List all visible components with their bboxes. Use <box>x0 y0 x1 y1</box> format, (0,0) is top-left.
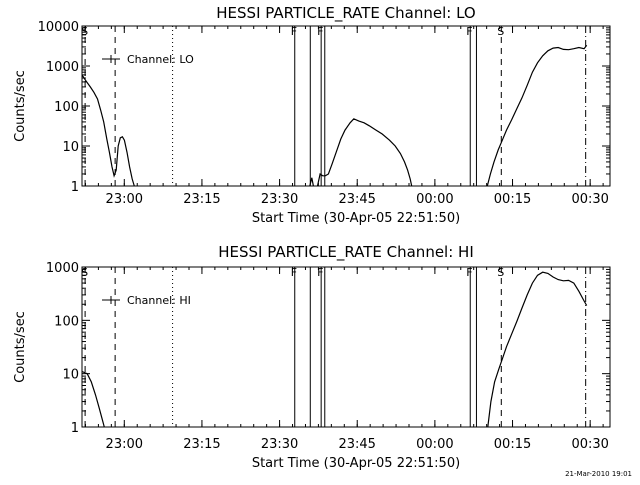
plot-frame <box>81 266 611 428</box>
event-marker-label: F <box>291 25 297 38</box>
event-marker-label: S <box>81 266 88 279</box>
chart-title: HESSI PARTICLE_RATE Channel: HI <box>218 243 474 262</box>
event-marker-label: S <box>497 266 504 279</box>
event-marker-label: S <box>497 25 504 38</box>
y-tick-label: 100 <box>54 314 79 329</box>
x-tick-label: 23:15 <box>183 437 220 452</box>
chart-panel-2: HESSI PARTICLE_RATE Channel: HI 1 10 100 100… <box>13 243 611 471</box>
chart-title: HESSI PARTICLE_RATE Channel: LO <box>216 4 475 23</box>
event-marker-label: S <box>81 25 88 38</box>
x-tick-label: 00:00 <box>416 437 453 452</box>
timestamp-footer: 21-Mar-2010 19:01 <box>565 470 632 478</box>
x-tick-label: 23:00 <box>106 437 143 452</box>
series-line-segment <box>81 370 105 428</box>
y-tick-label: 1000 <box>46 60 79 75</box>
event-marker-label: F <box>466 25 472 38</box>
y-tick-label: 10 <box>62 368 79 383</box>
legend-label: Channel: LO <box>127 53 194 66</box>
y-axis-label: Counts/sec <box>13 70 28 142</box>
x-tick-label: 00:15 <box>494 192 531 207</box>
series-line-segment <box>487 271 588 428</box>
x-tick-label: 23:45 <box>338 437 375 452</box>
x-tick-label: 23:45 <box>338 192 375 207</box>
y-tick-label: 1000 <box>46 261 79 276</box>
event-marker-label: F <box>317 25 323 38</box>
event-marker-label: F <box>466 266 472 279</box>
legend-label: Channel: HI <box>127 294 191 307</box>
series-line-segment <box>81 74 135 187</box>
event-marker-label: F <box>317 266 323 279</box>
x-axis-label: Start Time (30-Apr-05 22:51:50) <box>252 211 460 226</box>
x-tick-label: 23:15 <box>183 192 220 207</box>
series-line-segment <box>309 177 314 187</box>
y-tick-label: 1 <box>71 421 79 436</box>
series-line-segment <box>486 44 588 187</box>
x-tick-label: 23:00 <box>106 192 143 207</box>
series-line-segment <box>316 118 413 187</box>
x-tick-label: 23:30 <box>261 192 298 207</box>
x-axis-label: Start Time (30-Apr-05 22:51:50) <box>252 456 460 471</box>
x-tick-label: 00:30 <box>571 192 608 207</box>
x-tick-label: 00:30 <box>571 437 608 452</box>
y-tick-label: 100 <box>54 100 79 115</box>
y-tick-label: 10000 <box>38 20 79 35</box>
x-tick-label: 23:30 <box>261 437 298 452</box>
y-tick-label: 10 <box>62 140 79 155</box>
x-tick-label: 00:15 <box>494 437 531 452</box>
x-tick-label: 00:00 <box>416 192 453 207</box>
chart-panel-1: HESSI PARTICLE_RATE Channel: LO 1 10 100 100… <box>13 4 611 226</box>
y-axis-label: Counts/sec <box>13 311 28 383</box>
plot-frame <box>81 25 611 187</box>
event-marker-label: F <box>291 266 297 279</box>
y-tick-label: 1 <box>71 180 79 195</box>
